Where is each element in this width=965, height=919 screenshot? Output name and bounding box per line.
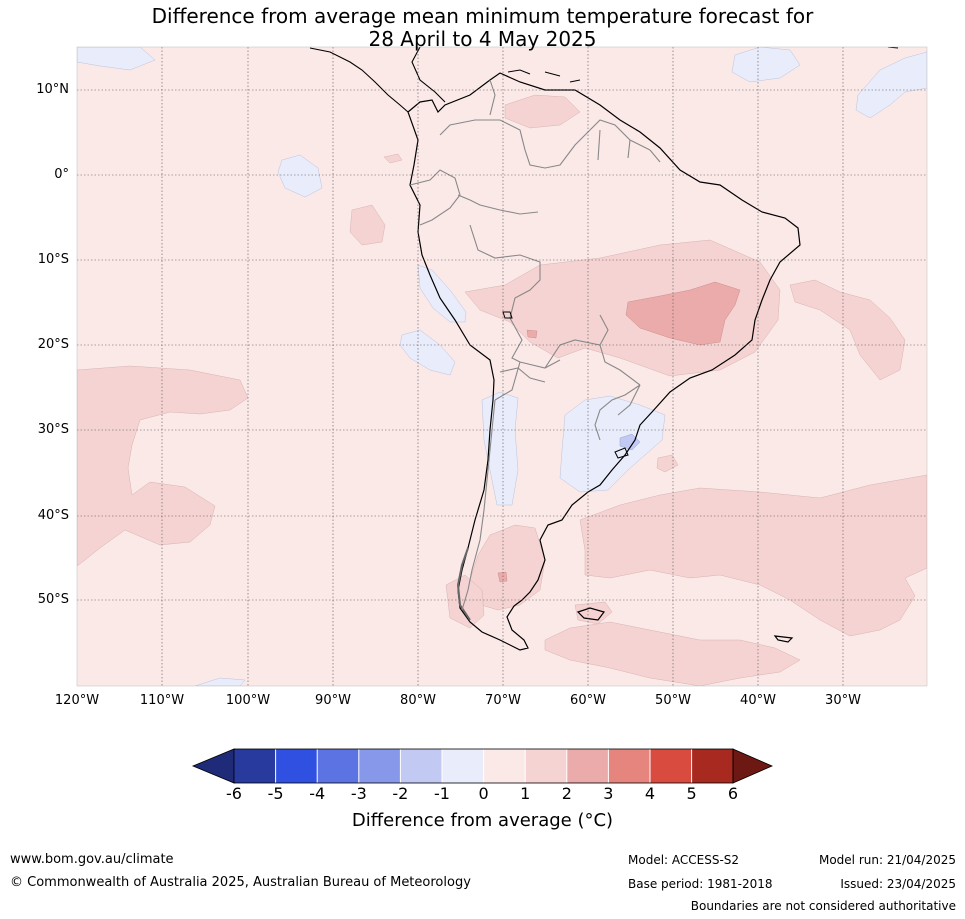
- footer-model: Model: ACCESS-S2: [628, 853, 740, 867]
- anomaly-region-warmer: [497, 571, 508, 583]
- colorbar-tick: 1: [520, 784, 531, 803]
- graticule: [77, 47, 927, 686]
- anomaly-region-warmer: [526, 329, 538, 339]
- footer-issued: Issued: 23/04/2025: [840, 877, 956, 891]
- anomaly-region-cool: [277, 154, 323, 198]
- anomaly-region-warmer: [625, 281, 741, 346]
- lat-label: 30°S: [37, 422, 69, 437]
- anomaly-region-cool: [399, 329, 456, 376]
- anomaly-region-warm: [789, 279, 906, 381]
- colorbar-tick: -1: [434, 784, 450, 803]
- colorbar-segment: [566, 749, 609, 783]
- colorbar-tick: -5: [267, 784, 284, 803]
- colorbar-tick: -3: [350, 784, 367, 803]
- colorbar-segment: [608, 749, 650, 783]
- colorbar-under-arrow: [191, 748, 235, 784]
- lon-label: 120°W: [54, 693, 100, 708]
- south-georgia: [773, 635, 794, 643]
- colorbar-segment: [650, 749, 692, 783]
- map-plot-area: [77, 47, 927, 686]
- colorbar-segment: [317, 749, 359, 783]
- anomaly-region-cool: [855, 51, 927, 119]
- colorbar-tick: 3: [603, 784, 614, 803]
- colorbar-segment: [358, 749, 401, 783]
- lon-label: 100°W: [225, 693, 271, 708]
- anomaly-region-warm: [349, 204, 386, 246]
- lon-label: 40°W: [740, 693, 776, 708]
- colorbar-tick: 0: [478, 784, 489, 803]
- lon-label: 30°W: [825, 693, 861, 708]
- anomaly-region-cool: [77, 47, 156, 71]
- colorbar-over-arrow: [732, 748, 774, 784]
- lake-patos: [614, 447, 629, 459]
- anomaly-region-warm: [383, 153, 403, 164]
- lat-label: 0°: [54, 167, 69, 182]
- anomaly-region-cooler: [619, 433, 641, 451]
- lat-label: 10°S: [37, 252, 69, 267]
- footer-url[interactable]: www.bom.gov.au/climate: [10, 852, 174, 867]
- lon-label: 70°W: [485, 693, 521, 708]
- colorbar-segment: [400, 749, 442, 783]
- anomaly-region-cool: [559, 395, 666, 493]
- anomaly-region-cool: [417, 264, 467, 323]
- chile-fjords: [456, 547, 471, 621]
- lat-label: 10°N: [36, 82, 69, 97]
- lake-titicaca: [502, 311, 513, 319]
- colorbar-tick: -4: [309, 784, 326, 803]
- colorbar-tick: -6: [226, 784, 242, 803]
- anomaly-region-warm: [544, 621, 801, 686]
- lon-label: 50°W: [655, 693, 691, 708]
- colorbar-tick: 6: [727, 784, 739, 803]
- map-title-line2: 28 April to 4 May 2025: [368, 27, 597, 51]
- lon-label: 60°W: [570, 693, 606, 708]
- anomaly-region-warm: [504, 94, 581, 129]
- colorbar-label: Difference from average (°C): [351, 810, 614, 831]
- country-boundaries: [409, 79, 661, 611]
- colorbar: [191, 748, 774, 784]
- caribbean-islands: [507, 47, 899, 83]
- colorbar-tick: 2: [561, 784, 572, 803]
- colorbar-tick: 5: [686, 784, 697, 803]
- colorbar-segment: [691, 749, 733, 783]
- lon-label: 90°W: [315, 693, 351, 708]
- colorbar-segment: [234, 749, 276, 783]
- lat-label: 40°S: [37, 508, 69, 523]
- colorbar-tick: 4: [644, 784, 656, 803]
- lat-label: 20°S: [37, 337, 69, 352]
- footer-model-run: Model run: 21/04/2025: [818, 853, 956, 867]
- lon-label: 110°W: [139, 693, 185, 708]
- colorbar-segment: [525, 749, 567, 783]
- colorbar-segment: [483, 749, 526, 783]
- footer-base-period: Base period: 1981-2018: [628, 877, 773, 891]
- footer-disclaimer: Boundaries are not considered authoritat…: [690, 899, 956, 913]
- south-america-coastline: [407, 72, 801, 651]
- colorbar-segment: [275, 749, 318, 783]
- central-america-coastline: [411, 47, 446, 103]
- anomaly-region-warm: [469, 524, 546, 611]
- colorbar-segment: [442, 749, 484, 783]
- anomaly-region-warm: [579, 474, 927, 637]
- central-america-coastline: [309, 47, 409, 113]
- map-title-line1: Difference from average mean minimum tem…: [151, 4, 814, 28]
- anomaly-region-cool: [194, 677, 246, 686]
- colorbar-tick: -2: [392, 784, 409, 803]
- lon-label: 80°W: [400, 693, 436, 708]
- anomaly-region-cool: [731, 47, 801, 83]
- footer-copyright: © Commonwealth of Australia 2025, Austra…: [10, 875, 471, 890]
- falkland-islands: [576, 607, 606, 621]
- map-frame: [76, 46, 928, 687]
- lat-label: 50°S: [37, 592, 69, 607]
